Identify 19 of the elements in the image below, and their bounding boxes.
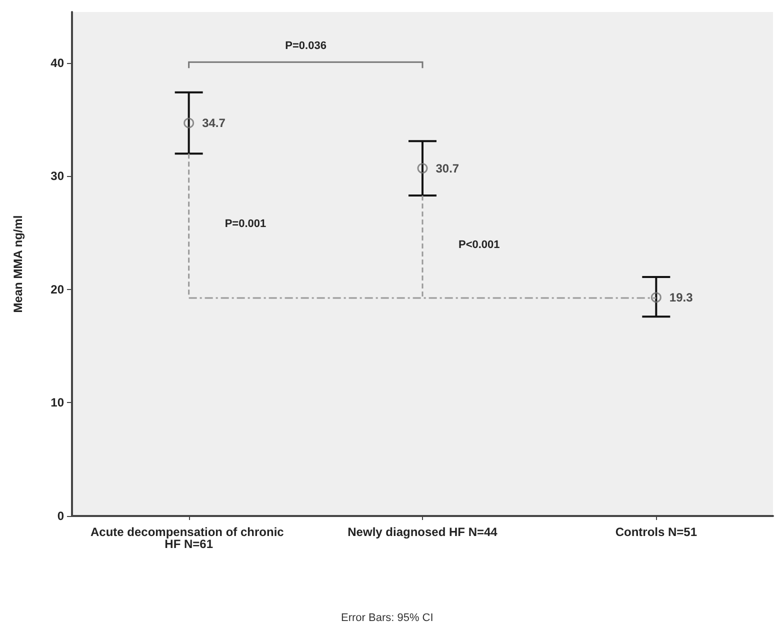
y-tick-label: 10 — [50, 396, 64, 410]
point — [650, 292, 662, 303]
y-tick-label: 30 — [50, 169, 64, 184]
x-tick-label: Newly diagnosed HF N=44 — [348, 525, 498, 539]
annotation: P<0.001 — [458, 239, 500, 252]
data-label: 30.7 — [436, 161, 460, 176]
y-tick-label: 20 — [50, 282, 64, 296]
y-tick-label: 0 — [57, 509, 64, 523]
annotation: P=0.036 — [285, 40, 326, 52]
data-label: 34.7 — [202, 116, 226, 130]
point — [417, 163, 428, 174]
y-tick-label: 40 — [50, 56, 64, 70]
y-axis-title: Mean MMA ng/ml — [11, 215, 25, 313]
x-tick-label: Acute decompensation of chronic HF N=61 — [90, 525, 288, 551]
annotation: P=0.001 — [224, 218, 266, 230]
data-label: 19.3 — [669, 290, 694, 304]
point — [184, 118, 194, 128]
x-tick-label: Controls N=51 — [615, 525, 698, 539]
text: Error Bars: 95% CI — [341, 612, 434, 624]
